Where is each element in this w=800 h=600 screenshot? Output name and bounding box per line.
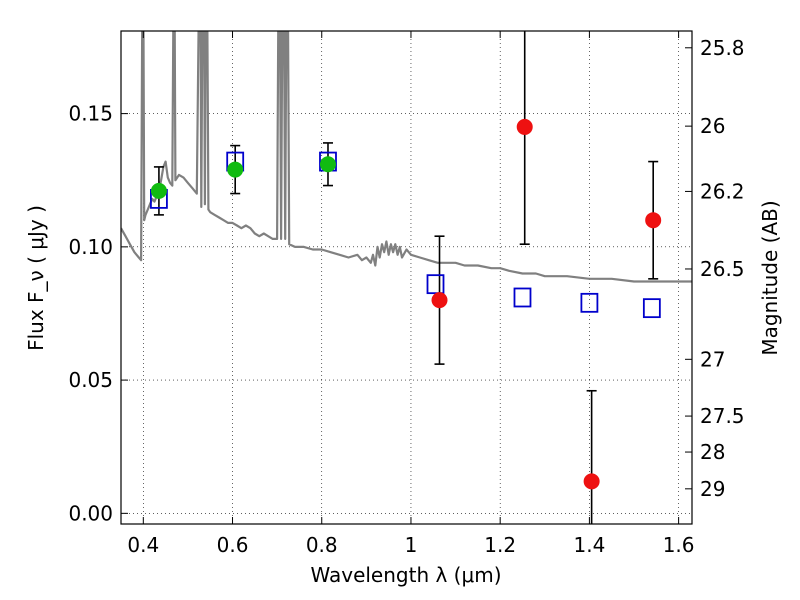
- y-axis-title: Flux F_ν ( μJy ): [24, 205, 48, 351]
- optical-point: [227, 161, 244, 178]
- plot-frame: [120, 30, 693, 525]
- model-square-marker: [642, 298, 661, 319]
- ir-point: [645, 212, 662, 229]
- x-tick-label: 1.4: [573, 533, 605, 557]
- model-spectrum: [121, 31, 692, 283]
- x-tick-label: 1.2: [484, 533, 516, 557]
- y-tick-label: 0.10: [68, 235, 113, 259]
- right-tick-label: 29: [700, 477, 725, 501]
- ir-point: [583, 473, 600, 490]
- spectrum-line: [121, 31, 692, 283]
- ir-point: [516, 118, 533, 135]
- right-tick-label: 28: [700, 440, 725, 464]
- y-tick-label: 0.05: [68, 368, 113, 392]
- data-markers: [150, 118, 662, 490]
- y-tick-label: 0.15: [68, 102, 113, 126]
- x-tick-label: 0.4: [127, 533, 159, 557]
- error-bars: [153, 31, 659, 524]
- right-tick-label: 25.8: [700, 36, 745, 60]
- x-tick-label: 0.8: [306, 533, 338, 557]
- model-square-marker: [513, 287, 532, 308]
- ir-point: [431, 292, 448, 309]
- right-tick-label: 26: [700, 114, 725, 138]
- x-axis-title: Wavelength λ (μm): [310, 563, 501, 587]
- right-tick-label: 26.2: [700, 179, 745, 203]
- model-square-marker: [580, 292, 599, 313]
- model-square-marker: [426, 274, 445, 295]
- x-tick-label: 0.6: [217, 533, 249, 557]
- optical-point: [150, 182, 167, 199]
- right-tick-label: 26.5: [700, 257, 745, 281]
- right-axis-title: Magnitude (AB): [758, 200, 782, 355]
- right-tick-label: 27.5: [700, 404, 745, 428]
- optical-point: [319, 156, 336, 173]
- tick-labels: 0.4 0.6 0.8 1 1.2 1.4 1.6 0.00 0.05 0.10 0.15 25.8 2…: [68, 36, 744, 557]
- right-tick-label: 27: [700, 347, 725, 371]
- grid: [121, 31, 692, 524]
- axis-ticks: [121, 31, 692, 524]
- x-tick-label: 1.6: [663, 533, 695, 557]
- x-tick-label: 1: [405, 533, 418, 557]
- y-tick-label: 0.00: [68, 501, 113, 525]
